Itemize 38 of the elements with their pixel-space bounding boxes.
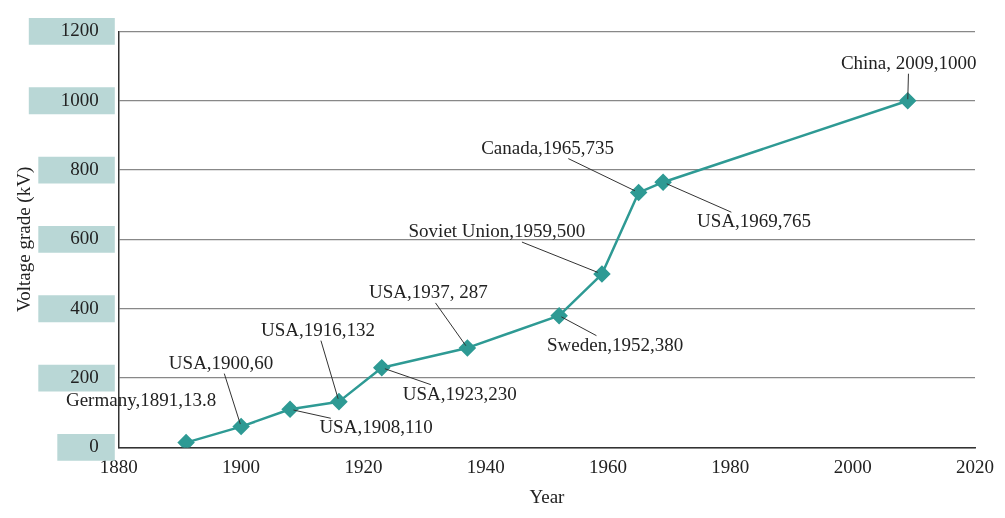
- y-tick-label: 0: [89, 435, 99, 457]
- y-axis-title: Voltage grade (kV): [13, 166, 36, 313]
- annotation: China, 2009,1000: [840, 51, 977, 73]
- x-tick-label: 1980: [711, 455, 750, 477]
- y-tick-label: 1200: [60, 19, 99, 41]
- x-tick-label: 2020: [956, 455, 994, 477]
- x-tick-label: 1920: [344, 455, 383, 477]
- point: [330, 393, 348, 410]
- point: [630, 184, 647, 201]
- annotation: Soviet Union,1959,500: [408, 220, 586, 242]
- x-tick-label: 1960: [589, 455, 628, 477]
- annotation: USA,1937, 287: [369, 280, 488, 302]
- y-tick-label: 400: [70, 296, 99, 318]
- x-tick-label: 1900: [222, 455, 261, 477]
- point: [459, 339, 476, 357]
- annotation: Sweden,1952,380: [547, 333, 684, 355]
- y-tick-label: 600: [70, 227, 99, 249]
- point: [177, 434, 195, 448]
- x-axis-title: Year: [529, 485, 566, 507]
- y-tick-label: 200: [70, 366, 99, 388]
- point: [593, 265, 611, 283]
- annotation: USA,1969,765: [697, 210, 812, 232]
- point: [550, 307, 568, 324]
- point: [281, 401, 299, 418]
- annotation: USA,1900,60: [168, 351, 274, 373]
- point: [232, 418, 250, 435]
- y-tick-label: 800: [70, 158, 99, 180]
- x-tick-label: 1880: [99, 455, 138, 477]
- x-tick-label: 2000: [833, 455, 872, 477]
- annotation: USA,1916,132: [260, 318, 375, 340]
- point: [899, 92, 916, 109]
- annotation: Canada,1965,735: [481, 136, 615, 158]
- y-tick-label: 1000: [60, 88, 99, 110]
- annotation: USA,1908,110: [319, 416, 433, 438]
- point: [373, 359, 391, 376]
- x-tick-label: 1940: [466, 455, 505, 477]
- annotation: USA,1923,230: [402, 382, 517, 404]
- point: [654, 173, 672, 191]
